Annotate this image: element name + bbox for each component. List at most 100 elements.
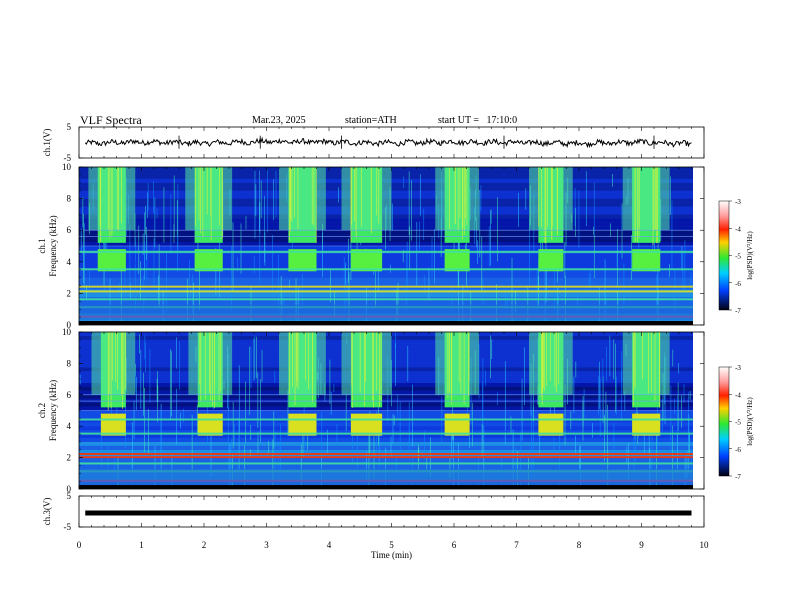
y-tick-label: -5 bbox=[64, 153, 72, 163]
colorbar-tick-label: -7 bbox=[735, 473, 741, 481]
colorbar bbox=[718, 366, 730, 477]
spectrogram-row bbox=[79, 441, 693, 446]
chart-title: VLF Spectra bbox=[80, 113, 142, 127]
spectrogram-row bbox=[79, 437, 693, 442]
spectrogram-row bbox=[79, 394, 693, 399]
y-axis-label: Frequency (kHz) bbox=[48, 215, 58, 276]
y-tick-label: 5 bbox=[67, 491, 72, 501]
spectrogram-row bbox=[79, 406, 693, 411]
colorbar-tick-label: -6 bbox=[735, 280, 741, 288]
burst-halo bbox=[188, 332, 233, 395]
y-tick-label: 4 bbox=[67, 257, 72, 267]
y-axis-channel-label: ch.2 bbox=[37, 403, 47, 418]
burst-low-band bbox=[350, 413, 383, 436]
burst-halo bbox=[435, 332, 479, 395]
y-tick-label: 6 bbox=[67, 225, 72, 235]
spectrogram-row bbox=[79, 273, 693, 278]
date-label: Mar.23, 2025 bbox=[252, 115, 306, 126]
y-axis-label: Frequency (kHz) bbox=[48, 380, 58, 441]
burst-low-band bbox=[97, 249, 126, 272]
spectrogram-row bbox=[79, 234, 693, 239]
burst-low-band bbox=[350, 249, 383, 272]
burst-low-band bbox=[194, 249, 223, 272]
burst-halo bbox=[341, 167, 392, 231]
spectrogram-row bbox=[79, 257, 693, 262]
burst-low-band bbox=[538, 413, 564, 436]
colorbar-tick-label: -3 bbox=[735, 198, 741, 206]
burst-low-band bbox=[538, 249, 564, 272]
burst-halo bbox=[279, 332, 326, 395]
spectrogram-row bbox=[79, 253, 693, 258]
spectrogram-row bbox=[79, 430, 693, 435]
colorbar bbox=[718, 200, 730, 311]
station-label: station=ATH bbox=[345, 115, 397, 126]
burst-halo bbox=[529, 167, 573, 231]
colorbar-label: log(PSD)(V²/Hz) bbox=[746, 231, 754, 280]
burst-low-band bbox=[632, 249, 661, 272]
spectrogram-row bbox=[79, 265, 693, 270]
burst-low-band bbox=[288, 249, 317, 272]
x-tick-label: 8 bbox=[577, 540, 582, 550]
y-tick-label: 0 bbox=[67, 320, 72, 330]
y-tick-label: 8 bbox=[67, 194, 72, 204]
spectrogram-row bbox=[79, 261, 693, 266]
x-tick-label: 0 bbox=[77, 540, 82, 550]
burst-halo bbox=[341, 332, 392, 395]
x-tick-label: 1 bbox=[139, 540, 144, 550]
spectrogram-row bbox=[79, 277, 693, 282]
spectrogram-floor bbox=[79, 321, 693, 325]
panel-ch1-spectrogram: 0 2 4 6 8 10 ch.1 Frequency (kHz) -3 -4 -5 -6 -7 log(… bbox=[37, 162, 754, 330]
spectrogram-row bbox=[79, 269, 693, 274]
panel-ch1-voltage: 5 -5 ch.1(V) bbox=[42, 122, 692, 163]
tone-band bbox=[79, 290, 693, 293]
burst-low-band bbox=[632, 413, 661, 436]
burst-halo bbox=[622, 167, 670, 231]
x-tick-label: 10 bbox=[700, 540, 710, 550]
y-tick-label: 2 bbox=[67, 288, 72, 298]
spectrogram-row bbox=[79, 410, 693, 415]
burst-halo bbox=[622, 332, 670, 395]
colorbar-label: log(PSD)(V²/Hz) bbox=[746, 397, 754, 446]
low-freq-band bbox=[79, 304, 693, 321]
spectrogram-row bbox=[79, 281, 693, 286]
burst-low-band bbox=[197, 413, 223, 436]
colorbar-tick-label: -4 bbox=[735, 391, 741, 399]
burst-halo bbox=[529, 332, 573, 395]
x-axis-label: Time (min) bbox=[371, 550, 412, 560]
burst-halo bbox=[185, 167, 233, 231]
y-axis-label: ch.1(V) bbox=[42, 129, 52, 157]
spectrogram-row bbox=[79, 398, 693, 403]
x-tick-label: 3 bbox=[264, 540, 269, 550]
x-tick-label: 9 bbox=[639, 540, 644, 550]
panel-ch2-spectrogram: 0 2 4 6 8 10 ch.2 Frequency (kHz) -3 -4 -5 -6 -7 log(… bbox=[37, 327, 754, 494]
tone-band bbox=[79, 456, 693, 459]
spectrogram-row bbox=[79, 301, 693, 306]
y-tick-label: 10 bbox=[62, 327, 72, 337]
spectrogram-row bbox=[79, 414, 693, 419]
spectrogram-row bbox=[79, 230, 693, 235]
tone-band bbox=[79, 298, 693, 301]
burst-low-band bbox=[288, 413, 317, 436]
low-freq-band bbox=[79, 468, 693, 485]
tone-band bbox=[79, 268, 693, 271]
colorbar-tick-label: -3 bbox=[735, 364, 741, 372]
tone-band bbox=[79, 462, 693, 465]
colorbar-tick-label: -6 bbox=[735, 446, 741, 454]
x-tick-label: 5 bbox=[389, 540, 394, 550]
tone-band bbox=[79, 432, 693, 435]
x-tick-label: 6 bbox=[452, 540, 457, 550]
y-tick-label: 10 bbox=[62, 162, 72, 172]
spectrogram-row bbox=[79, 402, 693, 407]
spectrogram-row bbox=[79, 246, 693, 250]
colorbar-tick-label: -5 bbox=[735, 419, 741, 427]
spectrogram-row bbox=[79, 242, 693, 246]
y-axis-label: ch.3(V) bbox=[42, 498, 52, 526]
burst-low-band bbox=[444, 413, 470, 436]
tone-band bbox=[79, 418, 693, 421]
colorbar-tick-label: -7 bbox=[735, 307, 741, 315]
x-tick-label: 7 bbox=[514, 540, 519, 550]
colorbar-tick-label: -5 bbox=[735, 253, 741, 261]
tone-band bbox=[79, 250, 693, 253]
y-axis-channel-label: ch.1 bbox=[37, 238, 47, 253]
